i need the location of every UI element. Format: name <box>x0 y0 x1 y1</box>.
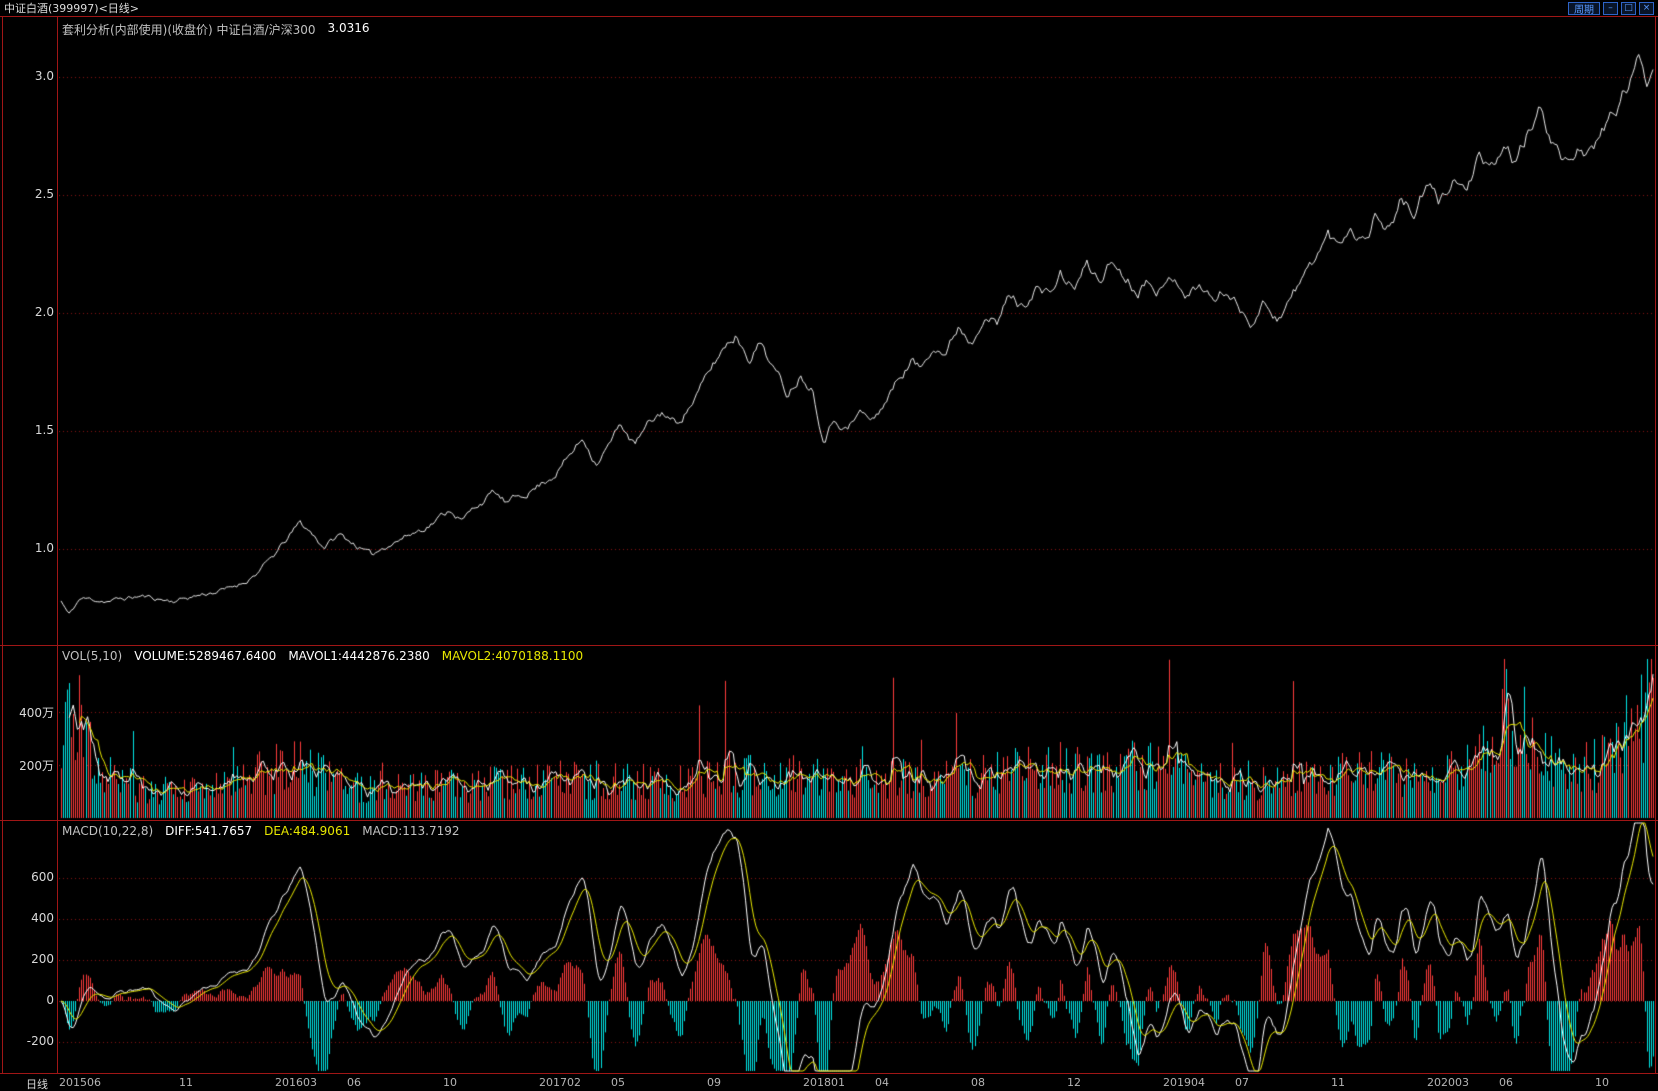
y-tick-label: 1.0 <box>34 541 54 555</box>
title-bar: 中证白酒(399997)<日线> 周期 – □ × <box>0 0 1658 16</box>
x-axis-label: 201801 <box>803 1076 845 1089</box>
macd-chart-canvas[interactable] <box>59 821 1655 1073</box>
y-tick-label: 400万 <box>19 706 54 720</box>
price-pane-header: 套利分析(内部使用)(收盘价) 中证白酒/沪深300 3.0316 <box>62 21 370 38</box>
x-axis-label: 06 <box>347 1076 361 1089</box>
volume-indicator-label: VOL(5,10) <box>62 649 123 663</box>
pane-separator-bottom <box>0 1073 1658 1074</box>
x-axis-label: 11 <box>179 1076 193 1089</box>
pane-separator-price-volume <box>0 645 1658 646</box>
dea-value-label: DEA:484.9061 <box>264 824 351 838</box>
window-title: 中证白酒(399997)<日线> <box>4 2 140 15</box>
close-button[interactable]: × <box>1639 1 1654 15</box>
period-button[interactable]: 周期 <box>1568 1 1600 16</box>
x-axis-label: 07 <box>1235 1076 1249 1089</box>
price-last-value: 3.0316 <box>327 21 370 35</box>
x-axis-label: 201702 <box>539 1076 581 1089</box>
volume-value-label: VOLUME:5289467.6400 <box>134 649 277 663</box>
volume-pane-header: VOL(5,10) VOLUME:5289467.6400 MAVOL1:444… <box>62 649 583 663</box>
y-tick-label: 1.5 <box>34 423 54 437</box>
x-axis-label: 11 <box>1331 1076 1345 1089</box>
y-tick-label: 600 <box>31 870 54 884</box>
x-axis-label: 201904 <box>1163 1076 1205 1089</box>
macd-value-label: MACD:113.7192 <box>362 824 460 838</box>
pane-separator-volume-macd <box>0 820 1658 821</box>
price-indicator-label: 套利分析(内部使用)(收盘价) 中证白酒/沪深300 <box>62 23 316 37</box>
x-axis-label: 10 <box>443 1076 457 1089</box>
y-tick-label: 2.5 <box>34 187 54 201</box>
x-axis-label: 10 <box>1595 1076 1609 1089</box>
macd-pane-header: MACD(10,22,8) DIFF:541.7657 DEA:484.9061… <box>62 824 460 838</box>
x-axis-label: 201603 <box>275 1076 317 1089</box>
frame-right-border <box>1655 16 1656 1074</box>
y-tick-label: 200万 <box>19 759 54 773</box>
x-axis-label: 202003 <box>1427 1076 1469 1089</box>
mavol1-value-label: MAVOL1:4442876.2380 <box>288 649 430 663</box>
restore-button[interactable]: □ <box>1621 1 1636 15</box>
x-axis-bar: 日线 201506 11 201603 06 10 201702 05 09 201801 04 0… <box>0 1074 1658 1091</box>
frame-left-border <box>2 16 3 1074</box>
axis-left-border <box>57 16 58 1074</box>
y-tick-label: 400 <box>31 911 54 925</box>
x-axis-label: 09 <box>707 1076 721 1089</box>
volume-chart-canvas[interactable] <box>59 646 1655 820</box>
y-tick-label: 200 <box>31 952 54 966</box>
mavol2-value-label: MAVOL2:4070188.1100 <box>441 649 584 663</box>
x-axis-label: 06 <box>1499 1076 1513 1089</box>
y-tick-label: 3.0 <box>34 69 54 83</box>
title-bar-controls: 周期 – □ × <box>1568 1 1654 16</box>
diff-value-label: DIFF:541.7657 <box>165 824 253 838</box>
minimize-button[interactable]: – <box>1603 1 1618 15</box>
y-tick-label: 0 <box>46 993 54 1007</box>
x-axis-label: 12 <box>1067 1076 1081 1089</box>
x-axis-label: 04 <box>875 1076 889 1089</box>
price-chart-canvas[interactable] <box>59 17 1655 645</box>
y-tick-label: -200 <box>26 1034 54 1048</box>
macd-indicator-label: MACD(10,22,8) <box>62 824 154 838</box>
x-axis-label: 05 <box>611 1076 625 1089</box>
y-tick-label: 2.0 <box>34 305 54 319</box>
x-axis-label: 08 <box>971 1076 985 1089</box>
pane-separator-top <box>0 16 1658 17</box>
period-label[interactable]: 日线 <box>26 1078 48 1091</box>
x-axis-label: 201506 <box>59 1076 101 1089</box>
